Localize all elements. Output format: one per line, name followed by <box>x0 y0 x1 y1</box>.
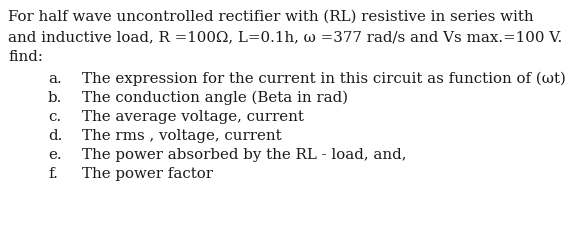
Text: b.: b. <box>48 91 62 105</box>
Text: f.: f. <box>48 166 58 180</box>
Text: c.: c. <box>48 109 61 123</box>
Text: and inductive load, R =100Ω, L=0.1h, ω =377 rad/s and Vs max.=100 V.: and inductive load, R =100Ω, L=0.1h, ω =… <box>8 30 562 44</box>
Text: For half wave uncontrolled rectifier with (RL) resistive in series with: For half wave uncontrolled rectifier wit… <box>8 10 533 24</box>
Text: a.: a. <box>48 72 62 86</box>
Text: The expression for the current in this circuit as function of (ωt): The expression for the current in this c… <box>82 72 566 86</box>
Text: The power factor: The power factor <box>82 166 213 180</box>
Text: The power absorbed by the RL - load, and,: The power absorbed by the RL - load, and… <box>82 147 407 161</box>
Text: e.: e. <box>48 147 62 161</box>
Text: The conduction angle (Beta in rad): The conduction angle (Beta in rad) <box>82 91 348 105</box>
Text: find:: find: <box>8 50 43 64</box>
Text: d.: d. <box>48 128 62 142</box>
Text: The rms , voltage, current: The rms , voltage, current <box>82 128 282 142</box>
Text: The average voltage, current: The average voltage, current <box>82 109 304 123</box>
